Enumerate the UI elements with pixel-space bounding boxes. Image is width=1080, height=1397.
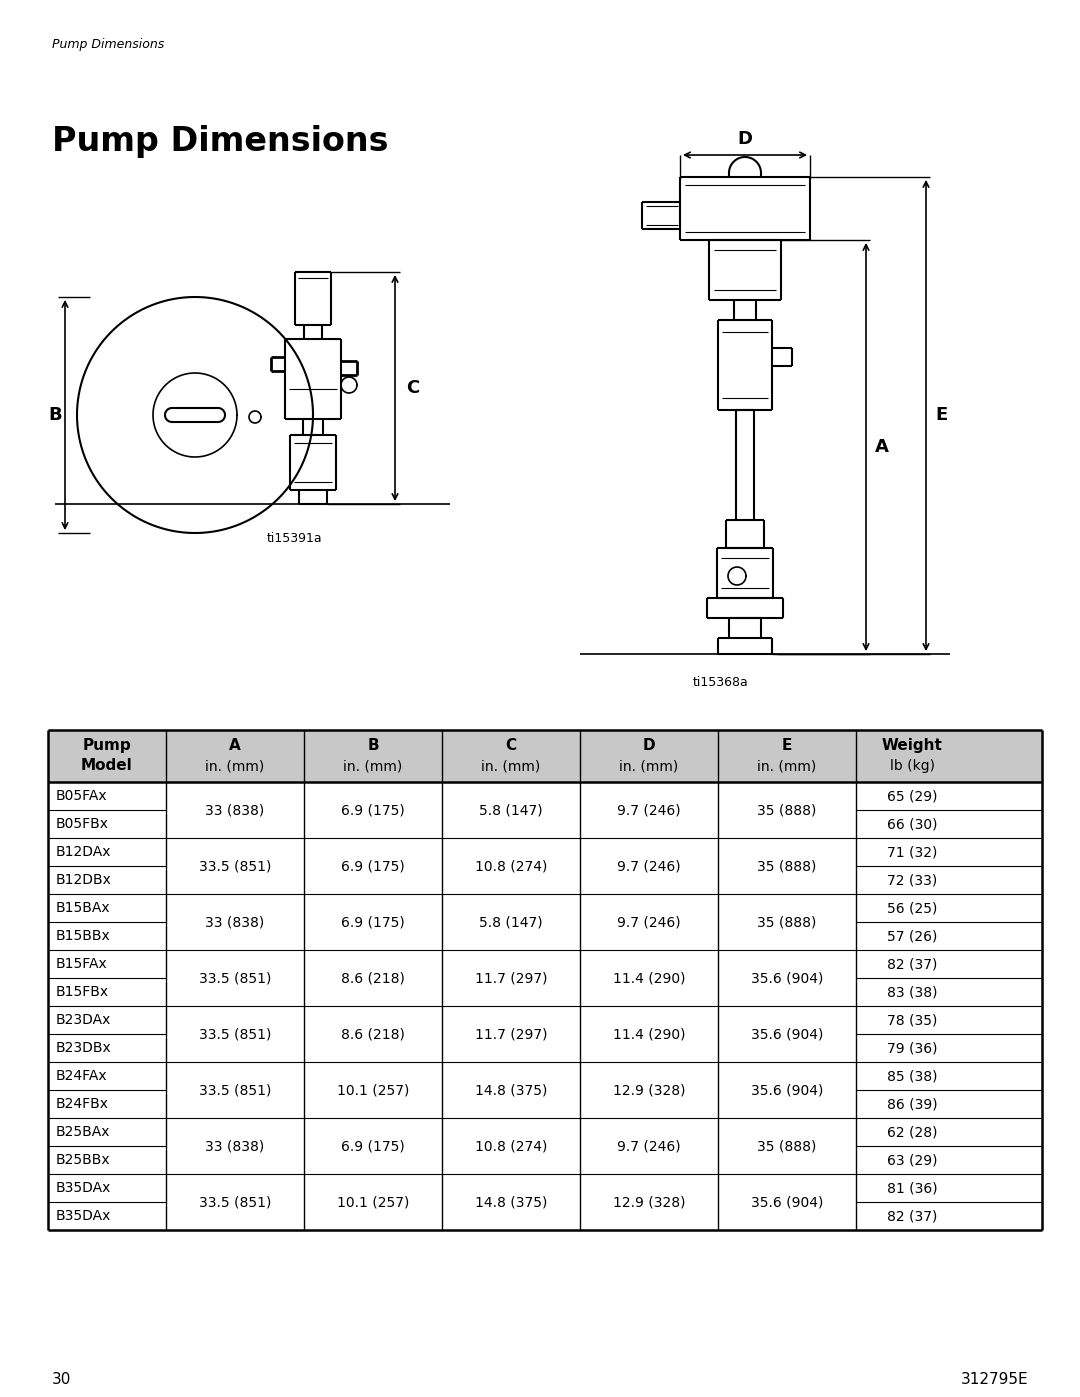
Text: B: B — [49, 407, 62, 425]
Text: B15BAx: B15BAx — [56, 901, 110, 915]
Text: 81 (36): 81 (36) — [887, 1180, 937, 1194]
Text: 5.8 (147): 5.8 (147) — [480, 915, 543, 929]
Text: B24FAx: B24FAx — [56, 1069, 108, 1083]
Text: 11.7 (297): 11.7 (297) — [475, 971, 548, 985]
Text: 85 (38): 85 (38) — [887, 1069, 937, 1083]
Text: in. (mm): in. (mm) — [482, 759, 541, 773]
Text: 14.8 (375): 14.8 (375) — [475, 1083, 548, 1097]
Text: 11.4 (290): 11.4 (290) — [612, 1027, 685, 1041]
Text: 12.9 (328): 12.9 (328) — [612, 1083, 685, 1097]
Text: 83 (38): 83 (38) — [887, 985, 937, 999]
Text: 63 (29): 63 (29) — [887, 1153, 937, 1166]
Text: A: A — [875, 439, 889, 455]
Text: B15FBx: B15FBx — [56, 985, 109, 999]
Text: 79 (36): 79 (36) — [887, 1041, 937, 1055]
Text: B12DAx: B12DAx — [56, 845, 111, 859]
Text: 6.9 (175): 6.9 (175) — [341, 1139, 405, 1153]
Text: E: E — [935, 407, 947, 425]
Text: 78 (35): 78 (35) — [887, 1013, 937, 1027]
Text: ti15391a: ti15391a — [267, 532, 323, 545]
Text: 35.6 (904): 35.6 (904) — [751, 1027, 823, 1041]
Text: 6.9 (175): 6.9 (175) — [341, 859, 405, 873]
Text: B12DBx: B12DBx — [56, 873, 112, 887]
Text: ti15368a: ti15368a — [693, 676, 748, 689]
Text: 10.8 (274): 10.8 (274) — [475, 1139, 548, 1153]
Text: 33.5 (851): 33.5 (851) — [199, 859, 271, 873]
Text: in. (mm): in. (mm) — [205, 759, 265, 773]
Text: 35.6 (904): 35.6 (904) — [751, 971, 823, 985]
Text: 82 (37): 82 (37) — [887, 957, 937, 971]
Text: E: E — [782, 738, 793, 753]
Text: in. (mm): in. (mm) — [619, 759, 678, 773]
Text: 35.6 (904): 35.6 (904) — [751, 1194, 823, 1208]
Text: 35 (888): 35 (888) — [757, 1139, 816, 1153]
Text: 6.9 (175): 6.9 (175) — [341, 803, 405, 817]
Text: 9.7 (246): 9.7 (246) — [617, 803, 680, 817]
Text: 12.9 (328): 12.9 (328) — [612, 1194, 685, 1208]
Text: 11.4 (290): 11.4 (290) — [612, 971, 685, 985]
Text: 66 (30): 66 (30) — [887, 817, 937, 831]
Text: 33.5 (851): 33.5 (851) — [199, 1027, 271, 1041]
Text: 35.6 (904): 35.6 (904) — [751, 1083, 823, 1097]
Text: 33.5 (851): 33.5 (851) — [199, 1083, 271, 1097]
Text: 86 (39): 86 (39) — [887, 1097, 937, 1111]
Text: 35 (888): 35 (888) — [757, 915, 816, 929]
Text: 71 (32): 71 (32) — [887, 845, 937, 859]
Text: 33 (838): 33 (838) — [205, 803, 265, 817]
Text: in. (mm): in. (mm) — [343, 759, 403, 773]
Text: B23DAx: B23DAx — [56, 1013, 111, 1027]
Text: B24FBx: B24FBx — [56, 1097, 109, 1111]
Text: 57 (26): 57 (26) — [887, 929, 937, 943]
Text: B35DAx: B35DAx — [56, 1208, 111, 1222]
Text: 5.8 (147): 5.8 (147) — [480, 803, 543, 817]
Text: 65 (29): 65 (29) — [887, 789, 937, 803]
Text: 33 (838): 33 (838) — [205, 1139, 265, 1153]
Text: A: A — [229, 738, 241, 753]
Text: Weight: Weight — [881, 738, 943, 753]
Text: Pump Dimensions: Pump Dimensions — [52, 124, 389, 158]
Text: 9.7 (246): 9.7 (246) — [617, 859, 680, 873]
Text: B: B — [367, 738, 379, 753]
Text: 11.7 (297): 11.7 (297) — [475, 1027, 548, 1041]
Text: 82 (37): 82 (37) — [887, 1208, 937, 1222]
Text: C: C — [505, 738, 516, 753]
Text: B35DAx: B35DAx — [56, 1180, 111, 1194]
Text: Model: Model — [81, 759, 133, 773]
Bar — [48, 731, 1042, 782]
Text: 72 (33): 72 (33) — [887, 873, 937, 887]
Text: lb (kg): lb (kg) — [890, 759, 934, 773]
Text: D: D — [738, 130, 753, 148]
Text: 33.5 (851): 33.5 (851) — [199, 971, 271, 985]
Text: B15BBx: B15BBx — [56, 929, 111, 943]
Text: B23DBx: B23DBx — [56, 1041, 111, 1055]
Text: D: D — [643, 738, 656, 753]
Text: Pump Dimensions: Pump Dimensions — [52, 38, 164, 52]
Text: 62 (28): 62 (28) — [887, 1125, 937, 1139]
Text: 8.6 (218): 8.6 (218) — [341, 971, 405, 985]
Text: B15FAx: B15FAx — [56, 957, 108, 971]
Text: B05FAx: B05FAx — [56, 789, 108, 803]
Text: B05FBx: B05FBx — [56, 817, 109, 831]
Text: 33.5 (851): 33.5 (851) — [199, 1194, 271, 1208]
Text: 56 (25): 56 (25) — [887, 901, 937, 915]
Text: Pump: Pump — [83, 738, 132, 753]
Text: B25BBx: B25BBx — [56, 1153, 110, 1166]
Text: 9.7 (246): 9.7 (246) — [617, 915, 680, 929]
Text: 6.9 (175): 6.9 (175) — [341, 915, 405, 929]
Text: 9.7 (246): 9.7 (246) — [617, 1139, 680, 1153]
Text: 33 (838): 33 (838) — [205, 915, 265, 929]
Text: in. (mm): in. (mm) — [757, 759, 816, 773]
Text: 14.8 (375): 14.8 (375) — [475, 1194, 548, 1208]
Text: 35 (888): 35 (888) — [757, 859, 816, 873]
Text: C: C — [406, 379, 419, 397]
Text: 8.6 (218): 8.6 (218) — [341, 1027, 405, 1041]
Text: 312795E: 312795E — [960, 1372, 1028, 1387]
Text: 30: 30 — [52, 1372, 71, 1387]
Text: 10.1 (257): 10.1 (257) — [337, 1194, 409, 1208]
Text: 10.1 (257): 10.1 (257) — [337, 1083, 409, 1097]
Text: 35 (888): 35 (888) — [757, 803, 816, 817]
Text: B25BAx: B25BAx — [56, 1125, 110, 1139]
Text: 10.8 (274): 10.8 (274) — [475, 859, 548, 873]
